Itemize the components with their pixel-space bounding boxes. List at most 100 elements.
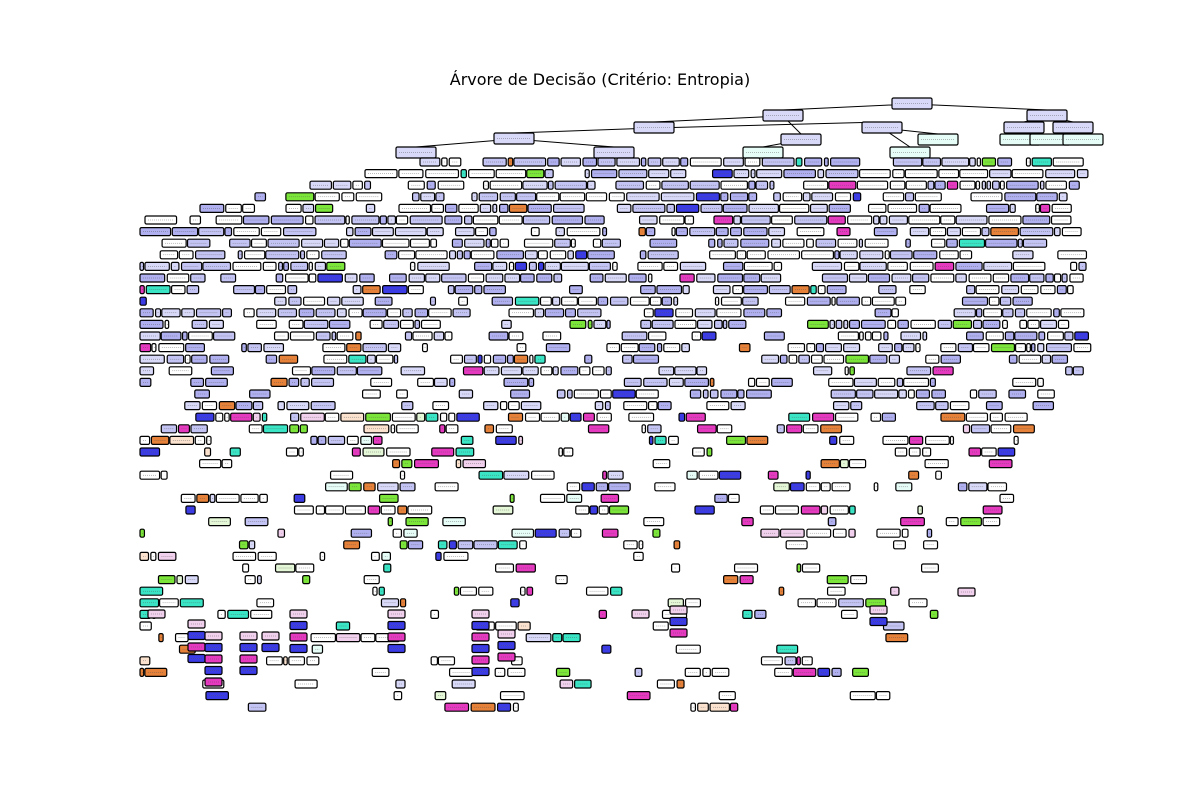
tree-node bbox=[249, 389, 271, 399]
tree-node bbox=[811, 261, 843, 271]
tree-node bbox=[908, 598, 928, 608]
tree-node bbox=[648, 169, 670, 179]
tree-node bbox=[663, 261, 679, 271]
tree-node bbox=[597, 157, 616, 167]
tree-node bbox=[689, 227, 716, 237]
tree-node bbox=[332, 180, 352, 190]
tree-node bbox=[314, 203, 334, 213]
tree-node bbox=[878, 343, 893, 353]
tree-node bbox=[180, 261, 203, 271]
tree-node bbox=[560, 366, 579, 376]
tree-node bbox=[888, 215, 909, 225]
tree-node bbox=[542, 331, 562, 341]
tree-node bbox=[912, 273, 930, 283]
tree-node bbox=[915, 389, 931, 399]
tree-node bbox=[844, 366, 849, 376]
tree-node bbox=[826, 574, 849, 585]
tree-node bbox=[314, 192, 340, 202]
tree-node bbox=[286, 401, 310, 411]
tree-node bbox=[722, 319, 728, 329]
tree-node bbox=[392, 528, 403, 538]
tree-node bbox=[890, 586, 900, 596]
tree-node bbox=[1045, 180, 1068, 190]
tree-node bbox=[756, 169, 783, 179]
tree-node bbox=[633, 551, 644, 562]
tree-node bbox=[256, 574, 262, 585]
tree-node-leaf bbox=[289, 620, 308, 631]
tree-node bbox=[382, 285, 408, 295]
tree-node-leaf bbox=[187, 642, 206, 652]
tree-node bbox=[861, 296, 872, 306]
tree-node bbox=[1012, 424, 1035, 434]
tree-node bbox=[144, 261, 170, 271]
tree-node bbox=[1045, 169, 1076, 179]
tree-node bbox=[240, 493, 259, 503]
tree-node bbox=[848, 459, 867, 469]
tree-node bbox=[568, 285, 583, 295]
tree-node bbox=[348, 354, 367, 364]
tree-node bbox=[581, 482, 595, 492]
tree-node bbox=[222, 308, 233, 318]
tree-node bbox=[656, 679, 675, 689]
tree-node bbox=[776, 644, 799, 654]
tree-node bbox=[205, 377, 228, 387]
tree-node bbox=[873, 482, 879, 492]
tree-node bbox=[451, 238, 463, 248]
tree-node bbox=[743, 308, 766, 318]
tree-node bbox=[262, 424, 289, 434]
tree-node bbox=[768, 285, 791, 295]
tree-node bbox=[826, 586, 846, 596]
tree-node bbox=[997, 447, 1016, 457]
tree-node bbox=[230, 412, 253, 422]
tree-node bbox=[606, 343, 621, 353]
tree-node bbox=[492, 203, 498, 213]
tree-node bbox=[871, 331, 882, 341]
tree-node bbox=[602, 470, 608, 480]
tree-node bbox=[782, 238, 805, 248]
tree-node bbox=[233, 227, 260, 237]
tree-node bbox=[859, 331, 864, 341]
tree-node bbox=[397, 505, 408, 515]
tree-node bbox=[195, 250, 226, 260]
tree-node bbox=[291, 366, 312, 376]
tree-node bbox=[723, 238, 739, 248]
tree-node bbox=[1014, 308, 1026, 318]
tree-node bbox=[555, 667, 571, 678]
tree-node bbox=[1008, 389, 1027, 399]
tree-node bbox=[925, 354, 940, 364]
tree-node bbox=[1036, 192, 1058, 202]
tree-node bbox=[250, 609, 273, 620]
tree-node bbox=[684, 215, 695, 225]
tree-node-leaf bbox=[289, 632, 308, 642]
tree-node bbox=[577, 296, 598, 306]
tree-node bbox=[626, 192, 660, 202]
tree-node bbox=[590, 169, 618, 179]
tree-node bbox=[526, 169, 545, 179]
tree-node bbox=[837, 331, 859, 341]
tree-node bbox=[604, 273, 627, 283]
tree-node bbox=[953, 308, 976, 318]
tree-node bbox=[832, 528, 847, 538]
tree-node bbox=[555, 227, 565, 237]
tree-node bbox=[1074, 331, 1090, 341]
tree-node bbox=[370, 377, 393, 387]
tree-node bbox=[668, 377, 684, 387]
tree-node-leaf bbox=[669, 616, 688, 627]
tree-node bbox=[628, 273, 647, 283]
tree-node bbox=[522, 180, 548, 190]
tree-node bbox=[1037, 389, 1055, 399]
tree-node bbox=[237, 250, 243, 260]
tree-node bbox=[652, 459, 671, 469]
tree-node bbox=[454, 285, 474, 295]
tree-node bbox=[386, 308, 402, 318]
tree-node bbox=[290, 412, 300, 422]
tree-node bbox=[661, 296, 673, 306]
tree-node bbox=[831, 482, 851, 492]
tree-node bbox=[468, 169, 495, 179]
tree-node bbox=[139, 354, 165, 364]
tree-node bbox=[537, 250, 548, 260]
tree-node bbox=[485, 273, 504, 283]
tree-node bbox=[718, 470, 742, 480]
tree-node-leaf bbox=[869, 605, 888, 615]
tree-node bbox=[139, 667, 145, 678]
